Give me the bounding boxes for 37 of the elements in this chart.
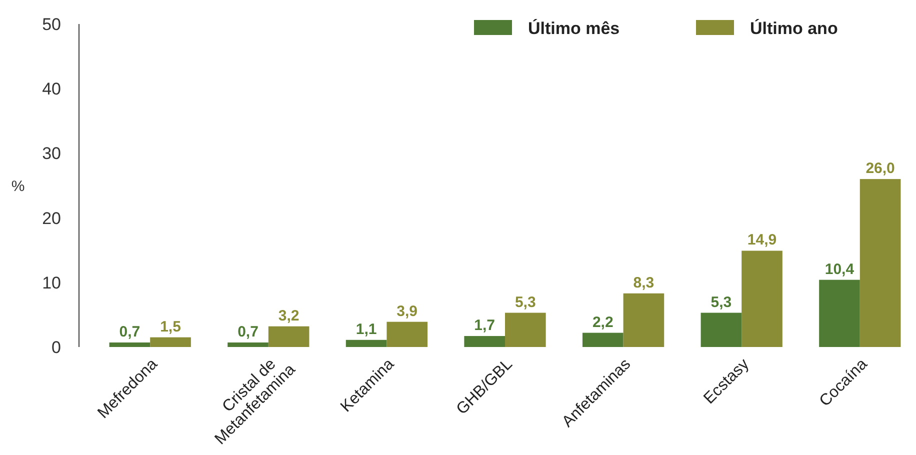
legend-label: Último mês (528, 18, 620, 38)
data-label: 0,7 (119, 323, 140, 340)
bar (582, 332, 624, 347)
data-label: 0,7 (238, 323, 258, 340)
data-label: 3,2 (278, 307, 300, 324)
data-label: 8,3 (633, 274, 654, 292)
bar (150, 337, 191, 347)
data-label: 26,0 (866, 160, 895, 178)
bar (742, 250, 782, 347)
data-label: 3,9 (396, 302, 418, 320)
y-tick-label: 40 (42, 80, 61, 99)
bar (109, 342, 150, 347)
bar (464, 336, 505, 347)
bar (819, 280, 860, 347)
y-tick-label: 20 (42, 208, 61, 228)
bar (268, 326, 310, 347)
bar (505, 312, 546, 347)
data-label: 14,9 (747, 232, 777, 249)
data-label: 1,1 (356, 320, 377, 338)
data-label: 5,3 (514, 294, 536, 311)
legend-label: Último ano (750, 18, 838, 38)
data-label: 1,5 (160, 318, 181, 336)
bar (228, 342, 268, 347)
bar (623, 293, 664, 347)
y-tick-label: 10 (42, 273, 61, 292)
bar (386, 322, 428, 347)
y-axis-title: % (11, 178, 25, 195)
data-label: 10,4 (824, 260, 855, 278)
bar (700, 312, 742, 347)
y-tick-label: 30 (42, 144, 61, 164)
y-tick-label: 50 (42, 14, 61, 34)
data-label: 1,7 (474, 317, 496, 334)
bar (346, 340, 387, 347)
data-label: 2,2 (592, 314, 614, 331)
data-label: 5,3 (710, 294, 732, 311)
bar (860, 179, 901, 347)
y-tick-label: 0 (52, 338, 61, 357)
